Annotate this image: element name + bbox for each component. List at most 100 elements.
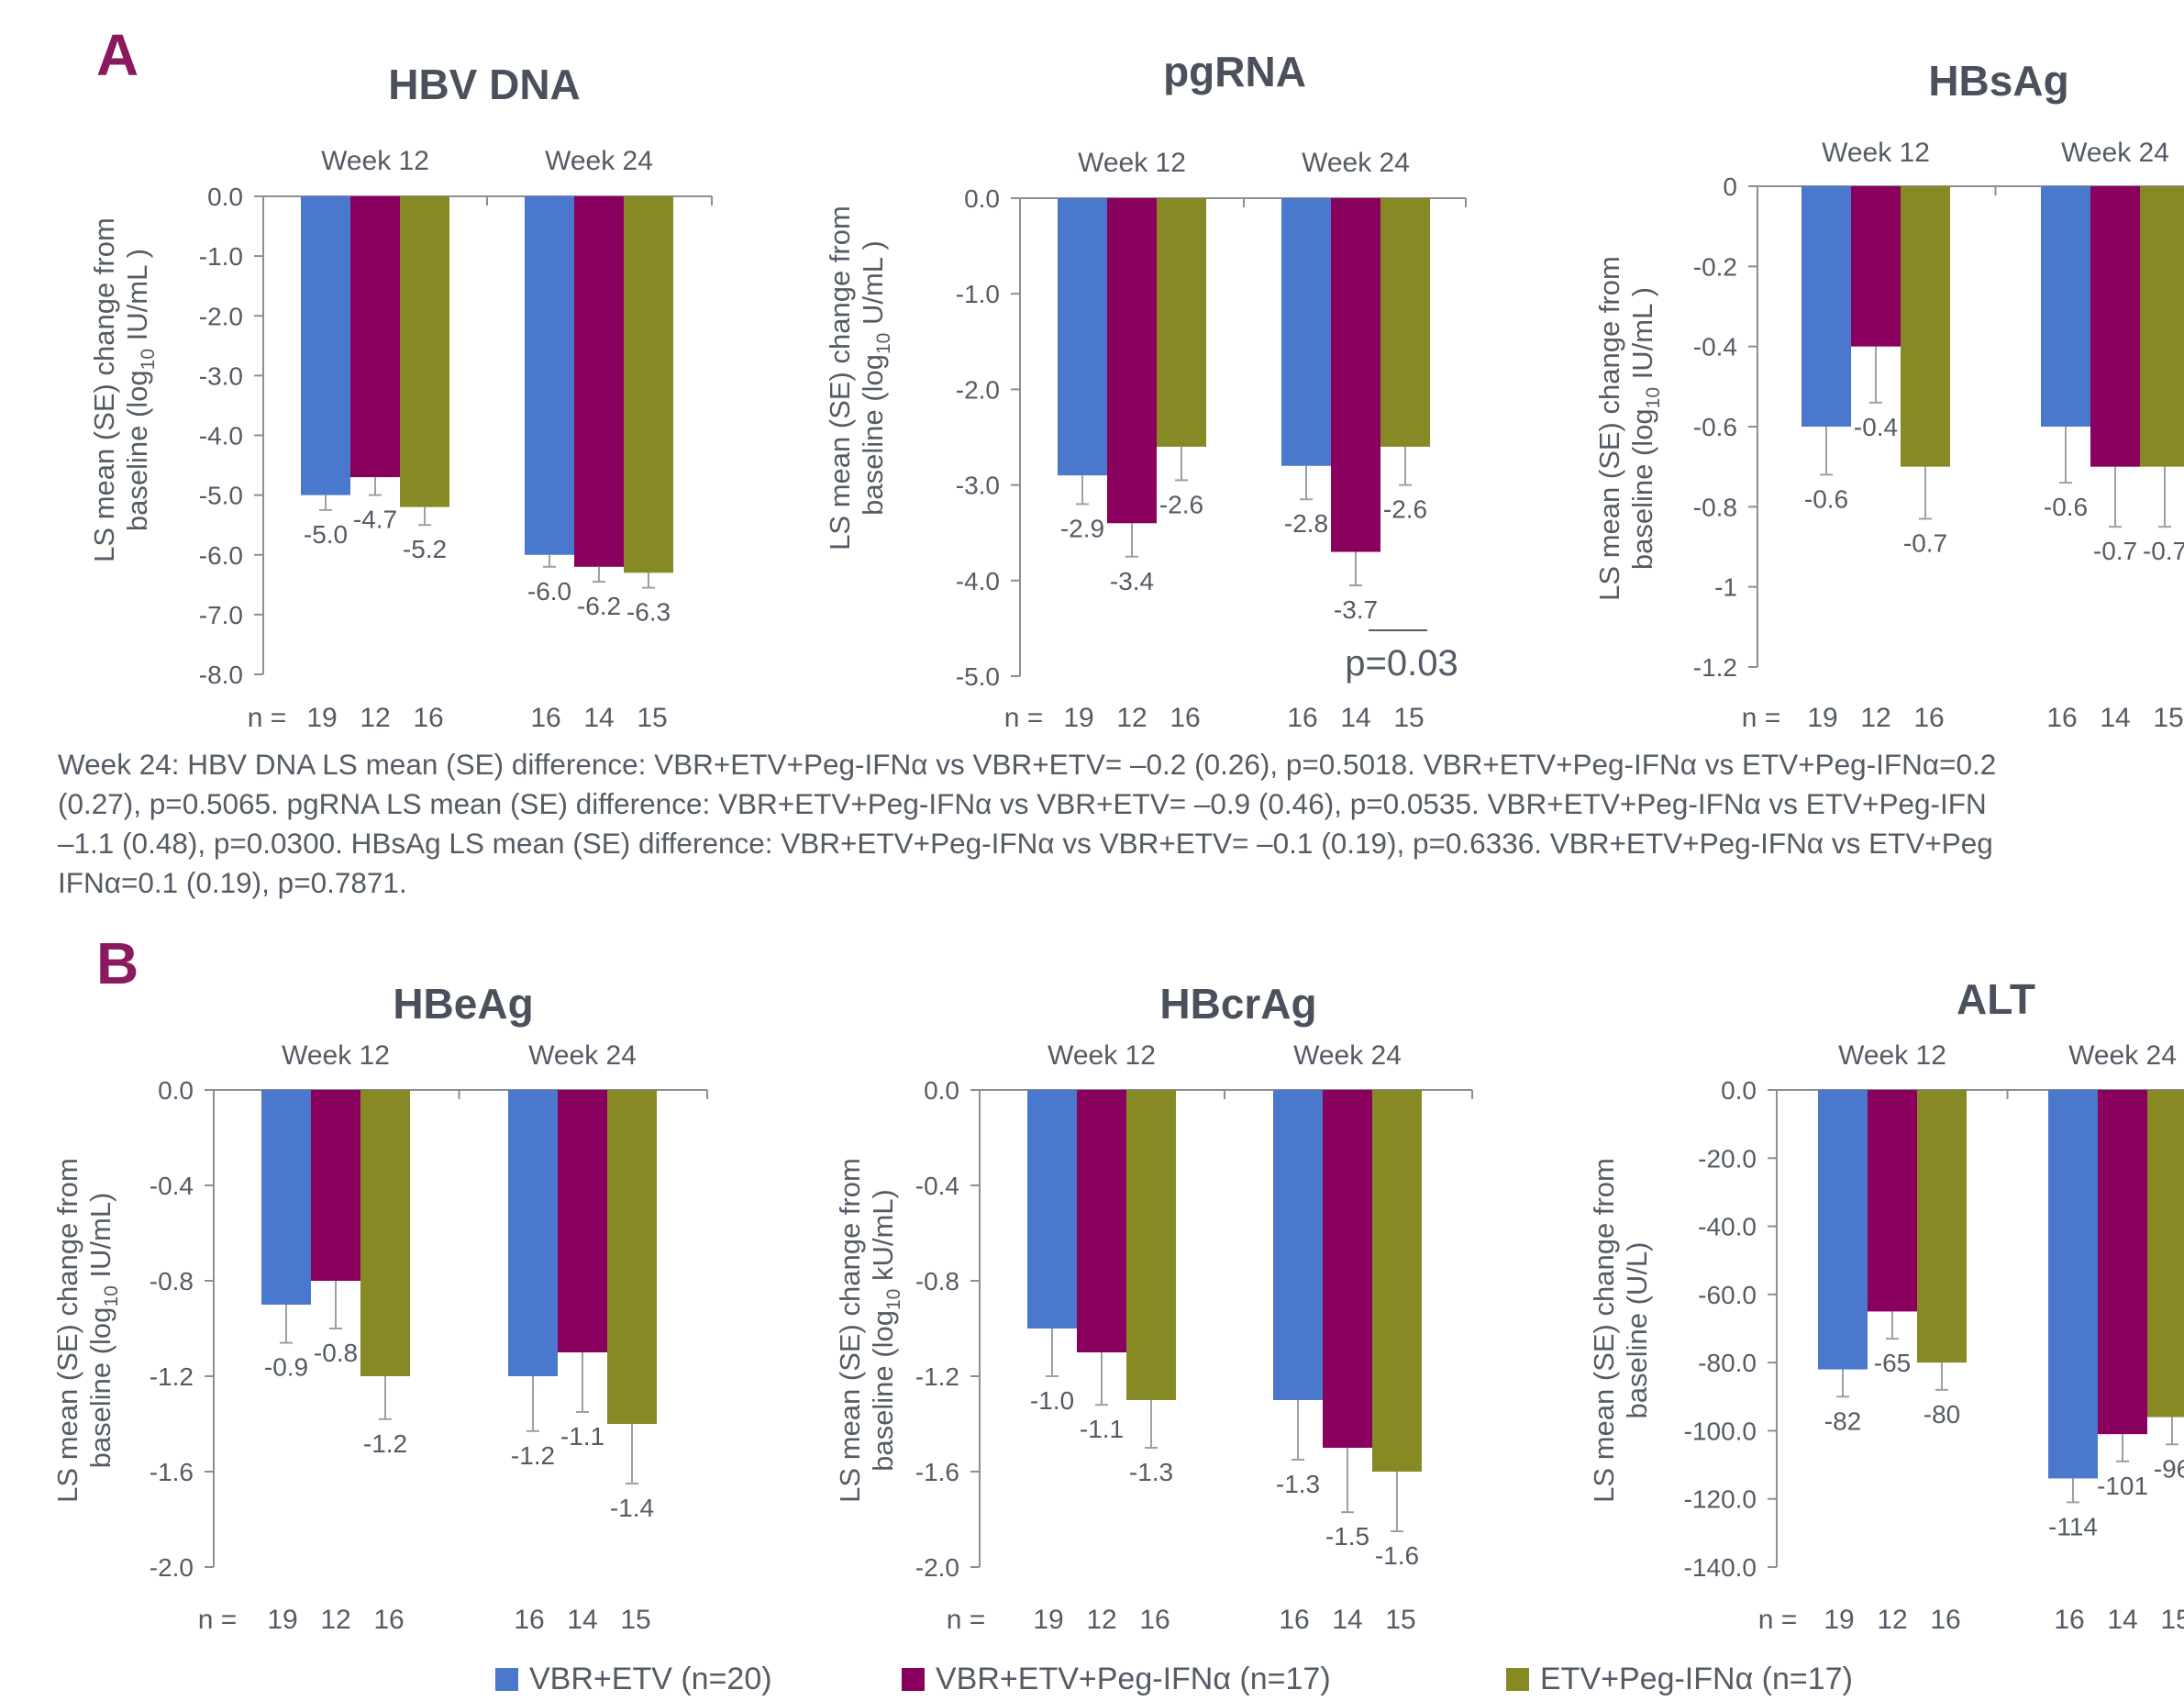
y-axis-label-subscript: 10 [101, 1285, 122, 1306]
bar-vbr-etv [2041, 186, 2090, 427]
y-tick-label: -0.6 [1693, 413, 1737, 441]
n-count: 16 [413, 703, 443, 733]
y-axis-label-unit: U/mL ) [857, 240, 889, 332]
y-tick-label: 0.0 [964, 184, 1000, 213]
y-tick-label: -4.0 [199, 422, 243, 450]
y-tick-label: -1.2 [915, 1362, 959, 1391]
n-prefix: n = [1758, 1605, 1798, 1635]
y-axis-label-line-2: baseline (log [84, 1307, 116, 1469]
bar-etv-peg-ifn [1372, 1090, 1422, 1472]
footnote-line-1: Week 24: HBV DNA LS mean (SE) difference… [58, 748, 1997, 781]
n-count: 12 [1877, 1605, 1907, 1635]
y-tick-label: -80.0 [1698, 1349, 1757, 1377]
week-label: Week 24 [1302, 148, 1410, 178]
data-label: -1.1 [1080, 1415, 1124, 1443]
y-axis-label: LS mean (SE) change frombaseline (log10 … [834, 1158, 904, 1503]
legend-swatch-vbr-etv [495, 1668, 518, 1691]
data-label: -2.8 [1284, 509, 1328, 538]
y-tick-label: -0.4 [1693, 333, 1737, 361]
bar-vbr-etv-peg-ifn [574, 196, 624, 567]
y-tick-label: -0.4 [150, 1172, 194, 1200]
data-label: -5.2 [403, 535, 447, 563]
legend-label-vbr-etv-peg-ifn: VBR+ETV+Peg-IFNα (n=17) [936, 1662, 1331, 1696]
y-axis-label-unit: IU/mL) [84, 1193, 116, 1286]
y-tick-label: -0.8 [1693, 493, 1737, 521]
n-count: 14 [583, 703, 614, 733]
y-tick-label: -0.4 [915, 1172, 959, 1200]
bar-etv-peg-ifn [1126, 1090, 1176, 1400]
y-tick-label: -1.2 [1693, 653, 1737, 682]
bar-etv-peg-ifn [400, 196, 449, 507]
y-tick-label: 0.0 [924, 1076, 959, 1105]
chart-title: ALT [1957, 975, 2035, 1023]
y-tick-label: -100.0 [1684, 1417, 1757, 1445]
n-count: 14 [2100, 703, 2130, 733]
y-axis-label-line-1: LS mean (SE) change from [834, 1158, 866, 1503]
n-count: 19 [1807, 703, 1837, 733]
y-axis-label-unit: IU/mL ) [1626, 287, 1658, 387]
y-axis-label: LS mean (SE) change frombaseline (log10 … [51, 1158, 122, 1503]
legend-swatch-etv-peg-ifn [1506, 1668, 1529, 1691]
bar-etv-peg-ifn [607, 1090, 657, 1424]
y-tick-label: -40.0 [1698, 1213, 1757, 1241]
n-count: 12 [360, 703, 390, 733]
y-tick-label: -140.0 [1684, 1553, 1757, 1582]
bar-vbr-etv [1281, 198, 1331, 466]
bar-vbr-etv-peg-ifn [1077, 1090, 1126, 1352]
bar-vbr-etv-peg-ifn [350, 196, 400, 478]
legend-item-vbr-etv: VBR+ETV (n=20) [495, 1662, 772, 1697]
bar-etv-peg-ifn [2140, 186, 2184, 467]
y-tick-label: -120.0 [1684, 1485, 1757, 1514]
n-count: 15 [1385, 1605, 1415, 1635]
n-count: 15 [2160, 1605, 2184, 1635]
y-axis-label-line-2: baseline (U/L) [1621, 1242, 1653, 1419]
y-tick-label: -1.6 [915, 1458, 959, 1486]
n-count: 16 [1170, 703, 1200, 733]
data-label: -0.7 [1903, 528, 1947, 557]
bar-vbr-etv-peg-ifn [2090, 186, 2140, 467]
n-count: 15 [620, 1605, 650, 1635]
n-count: 12 [1086, 1605, 1116, 1635]
y-tick-label: 0.0 [158, 1076, 194, 1105]
legend-swatch-vbr-etv-peg-ifn [902, 1668, 925, 1691]
chart-hbeag: HBeAg 0.0 -0.4 -0.8 -1.2 -1.6 -2.0 LS mean (SE)… [51, 980, 708, 1635]
chart-pgrna: pgRNA 0.0 -1.0 -2.0 -3.0 -4.0 -5.0 LS mean (SE)… [824, 48, 1467, 733]
chart-alt: ALT 0.0 -20.0 -40.0 -60.0 -80.0 -100.0 -120.0 -1… [1588, 975, 2184, 1635]
y-tick-label: -3.0 [199, 361, 243, 390]
data-label: -2.6 [1383, 495, 1427, 524]
data-label: -3.7 [1334, 595, 1378, 624]
bar-vbr-etv-peg-ifn [311, 1090, 360, 1281]
data-label: -2.9 [1060, 514, 1104, 542]
y-axis-label-subscript: 10 [1643, 387, 1664, 408]
n-count: 12 [1860, 703, 1890, 733]
n-prefix: n = [1004, 703, 1044, 733]
y-tick-label: -5.0 [199, 482, 243, 510]
y-axis-label: LS mean (SE) change frombaseline (U/L) [1588, 1158, 1653, 1503]
y-tick-label: -1.0 [956, 280, 1000, 308]
bar-vbr-etv [525, 196, 574, 555]
data-label: -1.3 [1129, 1458, 1173, 1486]
bar-etv-peg-ifn [1157, 198, 1206, 447]
legend-item-etv-peg-ifn: ETV+Peg-IFNα (n=17) [1506, 1662, 1853, 1697]
y-tick-label: -1 [1714, 573, 1737, 602]
n-count: 19 [1033, 1605, 1063, 1635]
n-count: 19 [306, 703, 337, 733]
n-count: 16 [1279, 1605, 1309, 1635]
bar-vbr-etv [1273, 1090, 1323, 1400]
bar-vbr-etv-peg-ifn [1851, 186, 1901, 347]
y-tick-label: -0.8 [150, 1267, 194, 1295]
chart-hbcrag: HBcrAg 0.0 -0.4 -0.8 -1.2 -1.6 -2.0 LS mean (SE… [834, 980, 1473, 1635]
bar-vbr-etv-peg-ifn [1331, 198, 1380, 552]
y-tick-label: -2.0 [956, 375, 1000, 404]
n-count: 16 [1913, 703, 1944, 733]
y-axis-label-line-2: baseline (log [121, 370, 153, 531]
legend-item-vbr-etv-peg-ifn: VBR+ETV+Peg-IFNα (n=17) [902, 1662, 1331, 1697]
y-tick-label: -6.0 [199, 541, 243, 570]
n-count: 16 [1930, 1605, 1960, 1635]
bar-etv-peg-ifn [360, 1090, 410, 1376]
y-axis-label-subscript: 10 [883, 1289, 904, 1310]
week-label: Week 24 [2068, 1040, 2177, 1071]
bar-vbr-etv [1818, 1090, 1868, 1370]
data-label: -114 [2048, 1512, 2098, 1540]
n-prefix: n = [947, 1605, 986, 1635]
